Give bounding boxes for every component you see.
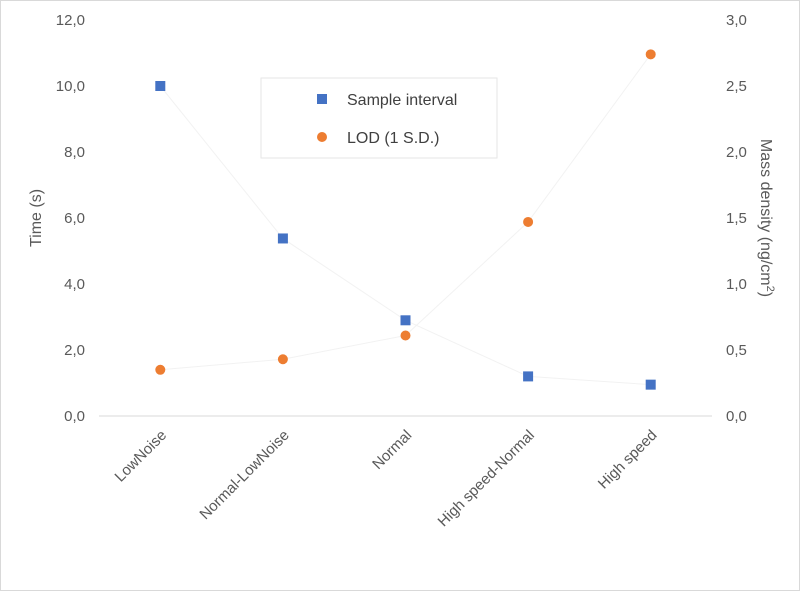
legend-label-lod: LOD (1 S.D.)	[347, 130, 439, 147]
right-tick-label: 2,0	[726, 144, 747, 161]
right-axis-title: Mass density (ng/cm2)	[757, 139, 776, 297]
legend-marker-lod	[317, 132, 327, 142]
legend-box	[260, 77, 498, 159]
left-tick-label: 10,0	[56, 78, 85, 95]
x-tick-label: High speed-Normal	[435, 427, 538, 530]
right-axis-tick-labels: 0,0 0,5 1,0 1,5 2,0 2,5 3,0	[726, 12, 747, 425]
right-tick-label: 0,0	[726, 408, 747, 425]
right-axis-title-end: )	[757, 292, 774, 297]
left-axis-tick-labels: 0,0 2,0 4,0 6,0 8,0 10,0 12,0	[56, 12, 85, 425]
right-axis-title-superscript: 2	[764, 286, 776, 292]
right-tick-label: 1,0	[726, 276, 747, 293]
left-tick-label: 12,0	[56, 12, 85, 29]
data-point-sample-interval	[645, 379, 656, 390]
data-point-sample-interval	[155, 81, 166, 91]
right-tick-label: 1,5	[726, 210, 747, 227]
x-tick-label: LowNoise	[112, 427, 171, 486]
left-tick-label: 8,0	[64, 144, 85, 161]
x-axis-tick-labels: LowNoise Normal-LowNoise Normal High speed-…	[112, 427, 661, 530]
right-tick-label: 0,5	[726, 342, 747, 359]
data-point-lod	[523, 216, 534, 227]
x-tick-label: Normal-LowNoise	[196, 427, 292, 523]
legend-marker-sample-interval	[317, 94, 327, 104]
data-point-sample-interval	[400, 315, 411, 326]
data-point-lod	[400, 330, 411, 341]
right-axis-title-main: Mass density (ng/cm	[757, 139, 774, 286]
data-point-lod	[645, 49, 656, 60]
right-tick-label: 2,5	[726, 78, 747, 95]
data-points	[155, 49, 656, 390]
x-tick-label: High speed	[595, 427, 661, 493]
left-tick-label: 2,0	[64, 342, 85, 359]
left-tick-label: 4,0	[64, 276, 85, 293]
right-tick-label: 3,0	[726, 12, 747, 29]
legend-label-sample-interval: Sample interval	[347, 92, 457, 109]
legend: Sample interval LOD (1 S.D.)	[260, 77, 498, 159]
x-tick-label: Normal	[369, 427, 415, 473]
data-point-lod	[277, 354, 288, 365]
left-tick-label: 6,0	[64, 210, 85, 227]
left-tick-label: 0,0	[64, 408, 85, 425]
data-point-sample-interval	[523, 371, 534, 382]
data-point-sample-interval	[277, 233, 288, 244]
data-point-lod	[155, 364, 166, 375]
left-axis-title: Time (s)	[28, 189, 45, 247]
